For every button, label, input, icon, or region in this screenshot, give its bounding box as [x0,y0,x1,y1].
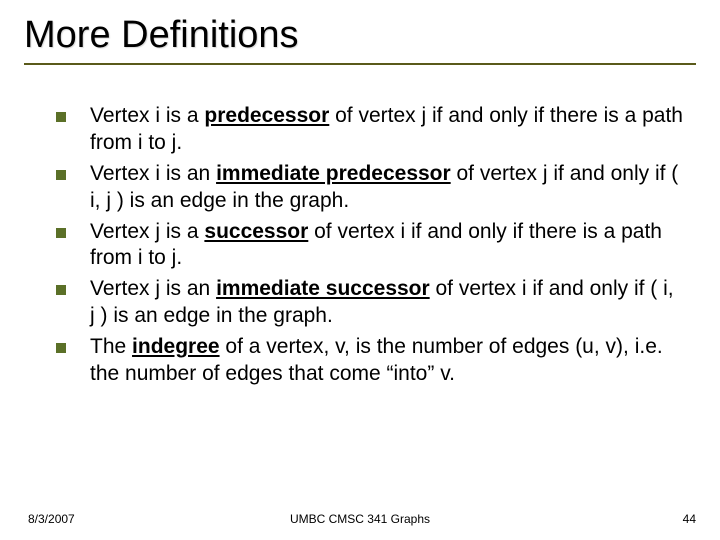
keyword: predecessor [204,104,329,127]
slide-title: More Definitions [24,14,696,57]
footer-page-number: 44 [683,512,696,526]
keyword: indegree [132,335,220,358]
bullet-text-pre: Vertex j is an [90,277,216,300]
title-rule: More Definitions [24,14,696,65]
slide: More Definitions Vertex i is a predecess… [0,0,720,540]
bullet-text-pre: The [90,335,132,358]
keyword: immediate predecessor [216,162,451,185]
slide-footer: 8/3/2007 UMBC CMSC 341 Graphs 44 [0,512,720,526]
footer-date: 8/3/2007 [28,512,75,526]
bullet-text-pre: Vertex j is a [90,220,204,243]
footer-course: UMBC CMSC 341 Graphs [290,512,430,526]
bullet-text-pre: Vertex i is a [90,104,204,127]
keyword: successor [204,220,308,243]
definition-list: Vertex i is a predecessor of vertex j if… [24,103,696,388]
list-item: Vertex j is a successor of vertex i if a… [56,219,684,273]
list-item: Vertex j is an immediate successor of ve… [56,276,684,330]
bullet-text-pre: Vertex i is an [90,162,216,185]
list-item: Vertex i is an immediate predecessor of … [56,161,684,215]
list-item: The indegree of a vertex, v, is the numb… [56,334,684,388]
list-item: Vertex i is a predecessor of vertex j if… [56,103,684,157]
keyword: immediate successor [216,277,430,300]
